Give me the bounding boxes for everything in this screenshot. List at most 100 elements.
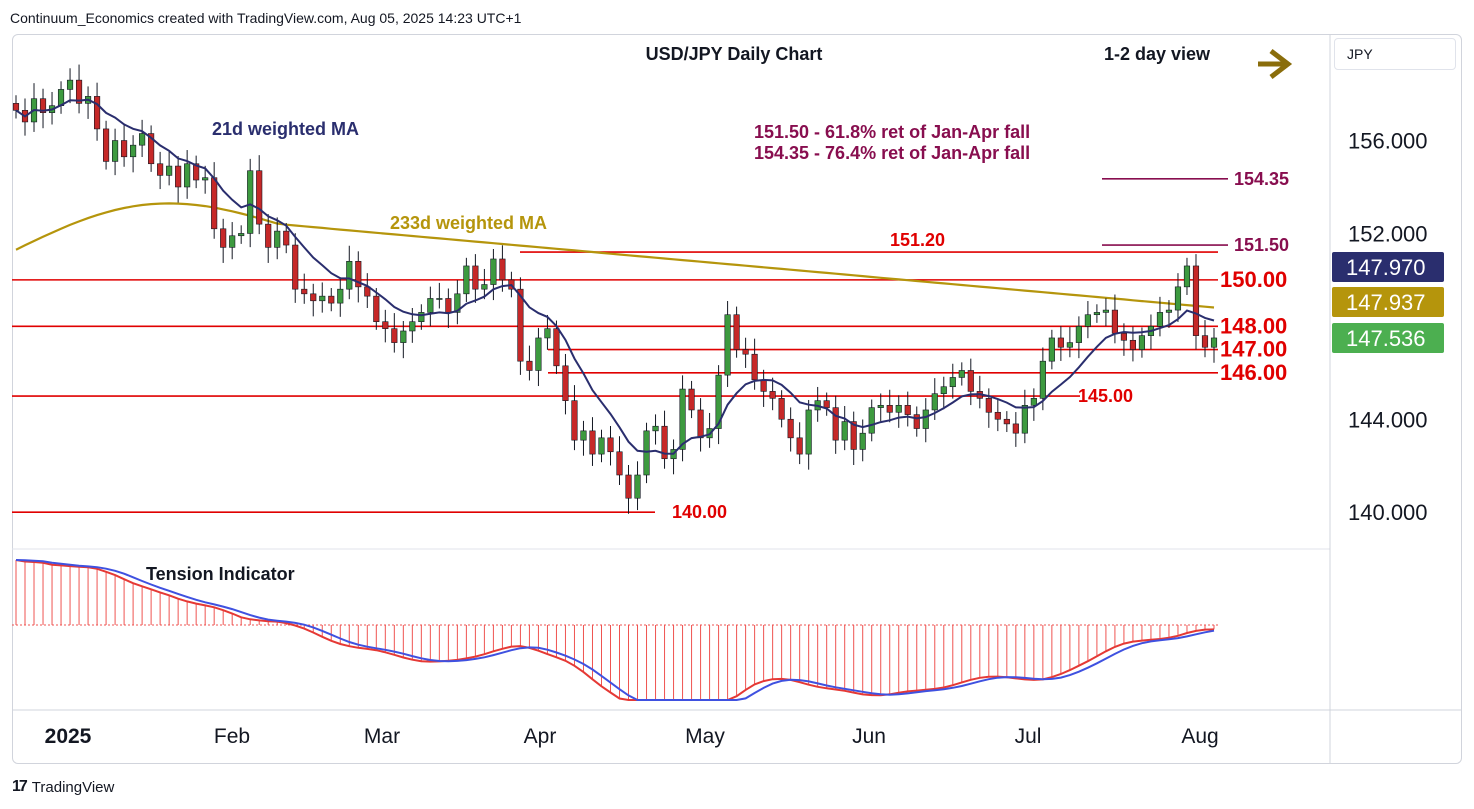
tension-line-blue (15, 559, 1215, 701)
time-tick-label: Apr (524, 725, 557, 748)
candle-up (949, 377, 956, 388)
candle-up (166, 165, 173, 176)
candle-up (598, 437, 605, 455)
retracement-label-1: 151.50 - 61.8% ret of Jan-Apr fall (754, 122, 1030, 142)
ma-233-line (15, 202, 1215, 309)
price-badge-label: 147.536 (1346, 326, 1426, 351)
candle-up (418, 312, 425, 322)
candle-up (724, 314, 731, 376)
candle-up (463, 265, 470, 295)
ma-233-label: 233d weighted MA (390, 213, 547, 233)
candle-up (895, 405, 902, 413)
price-badge-label: 147.937 (1346, 290, 1426, 315)
time-tick-label: 2025 (45, 725, 92, 748)
time-tick-label: Mar (364, 725, 400, 748)
price-badges: 147.970 147.937 147.536 (1332, 252, 1444, 353)
candle-down (211, 177, 218, 230)
price-badge-label: 147.970 (1346, 255, 1426, 280)
time-axis: 2025 Feb Mar Apr May Jun Jul Aug (45, 725, 1219, 748)
candle-up (1183, 265, 1191, 288)
price-badge (1332, 323, 1444, 353)
ma-21-label: 21d weighted MA (212, 119, 359, 139)
candle-up (337, 288, 344, 304)
candle-down (904, 405, 911, 415)
tradingview-logo-icon: 17 (12, 778, 28, 795)
level-label: 145.00 (1078, 386, 1133, 406)
price-badge (1332, 287, 1444, 317)
candle-up (481, 284, 488, 290)
candle-up (1174, 286, 1182, 311)
candle-down (913, 414, 920, 429)
sideways-arrow-icon (1258, 49, 1293, 79)
candle-down (778, 398, 785, 420)
candle-down (751, 353, 758, 381)
candle-up (274, 230, 281, 248)
candle-down (994, 411, 1001, 420)
candle-down (265, 223, 272, 248)
candle-down (310, 293, 317, 302)
candle-up (1138, 335, 1146, 350)
level-label: 147.00 (1220, 337, 1287, 362)
candle-up (409, 321, 416, 332)
level-label: 151.50 (1234, 235, 1289, 255)
candle-down (823, 400, 830, 408)
footer-brand[interactable]: 17 TradingView (12, 778, 114, 796)
candle-down (1111, 309, 1118, 334)
view-label: 1-2 day view (1104, 44, 1211, 64)
candle-up (580, 430, 587, 441)
candle-up (1210, 337, 1218, 348)
level-label: 154.35 (1234, 169, 1289, 189)
candlestick-series (12, 64, 1218, 514)
candle-up (805, 409, 812, 455)
candle-up (1075, 326, 1082, 343)
candle-up (436, 298, 443, 300)
chart-frame (12, 34, 1462, 764)
time-tick-label: Jun (852, 725, 886, 748)
candle-down (157, 163, 164, 176)
candle-down (661, 425, 668, 460)
candle-down (571, 400, 578, 441)
candle-up (922, 409, 929, 429)
candle-down (121, 140, 128, 158)
candle-down (625, 474, 632, 499)
ma-233-path (15, 202, 1215, 309)
candle-up (112, 140, 119, 162)
candle-down (39, 98, 47, 113)
candle-up (1093, 312, 1100, 316)
candle-down (760, 379, 767, 392)
ma-21-line (15, 98, 1215, 455)
candle-down (589, 430, 596, 455)
candle-down (148, 133, 155, 165)
candle-down (292, 244, 299, 290)
candle-up (1021, 405, 1028, 434)
candle-up (643, 430, 650, 476)
ma-21-path (15, 98, 1215, 455)
candle-down (796, 437, 803, 455)
candle-down (328, 295, 335, 304)
candle-up (346, 261, 353, 290)
candle-up (634, 474, 641, 499)
candle-down (301, 288, 308, 295)
chart-attribution: Continuum_Economics created with Trading… (10, 10, 522, 26)
candle-down (607, 437, 614, 453)
candle-down (445, 298, 452, 313)
candle-down (175, 165, 182, 188)
price-tick-label: 144.000 (1348, 407, 1428, 432)
candle-down (769, 391, 776, 399)
level-label: 150.00 (1220, 267, 1287, 292)
candle-down (355, 261, 362, 288)
currency-selector[interactable]: JPY (1334, 38, 1456, 70)
candle-down (697, 409, 704, 439)
tension-indicator (15, 559, 1215, 701)
candle-down (283, 230, 290, 246)
candle-down (391, 328, 398, 343)
candle-down (733, 314, 740, 350)
candle-down (787, 418, 794, 439)
candle-down (886, 405, 893, 413)
candle-up (238, 233, 245, 237)
candle-up (427, 298, 434, 313)
candle-down (1120, 333, 1127, 341)
price-tick-label: 152.000 (1348, 221, 1428, 246)
candle-down (220, 228, 227, 248)
